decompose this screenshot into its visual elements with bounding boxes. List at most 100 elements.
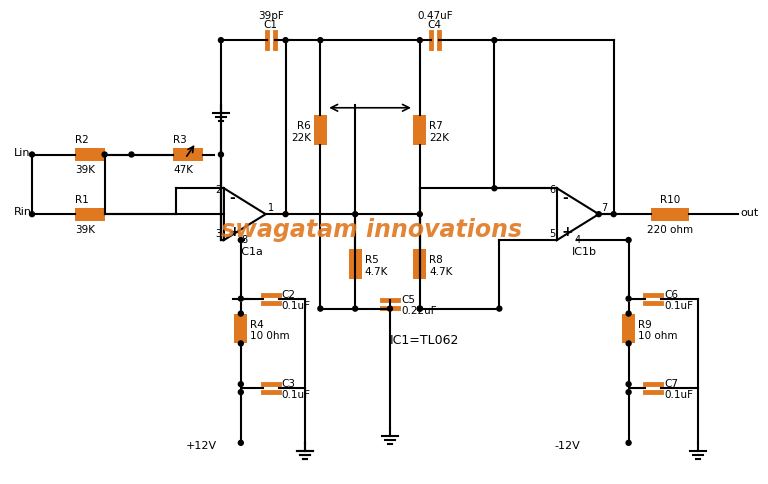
Bar	[349, 249, 362, 279]
Bar	[622, 314, 635, 344]
Text: C6: C6	[664, 289, 678, 299]
Circle shape	[626, 390, 631, 395]
Text: -: -	[562, 191, 568, 205]
Circle shape	[492, 186, 497, 191]
Circle shape	[238, 382, 243, 387]
Text: 1: 1	[268, 203, 274, 213]
Text: 47K: 47K	[174, 165, 194, 175]
Text: R10: R10	[660, 194, 680, 204]
Text: +: +	[562, 225, 574, 239]
Text: 0.1uF: 0.1uF	[282, 389, 310, 399]
Bar	[234, 314, 247, 344]
Circle shape	[626, 297, 631, 302]
Text: Lin: Lin	[14, 147, 31, 157]
Circle shape	[318, 306, 323, 312]
Text: 0.1uF: 0.1uF	[664, 389, 694, 399]
Text: 0.1uF: 0.1uF	[664, 300, 694, 310]
Bar	[74, 149, 104, 162]
Text: 220 ohm: 220 ohm	[647, 224, 694, 234]
Text: IC1a: IC1a	[239, 246, 263, 257]
Circle shape	[283, 212, 288, 217]
Circle shape	[626, 440, 631, 445]
Circle shape	[417, 39, 422, 44]
Circle shape	[626, 382, 631, 387]
Text: R1: R1	[74, 194, 88, 204]
Circle shape	[388, 306, 392, 312]
Text: 4: 4	[575, 235, 581, 244]
Text: 22K: 22K	[429, 132, 449, 142]
Text: -12V: -12V	[554, 440, 580, 450]
Text: 10 0hm: 10 0hm	[250, 331, 290, 341]
Text: R9: R9	[638, 319, 652, 329]
Text: 10 ohm: 10 ohm	[638, 331, 677, 341]
Bar	[314, 116, 327, 145]
Text: R4: R4	[250, 319, 264, 329]
Circle shape	[129, 152, 134, 158]
Circle shape	[29, 212, 35, 217]
Circle shape	[492, 39, 497, 44]
Text: 4.7K: 4.7K	[365, 266, 388, 276]
Circle shape	[417, 306, 422, 312]
Circle shape	[218, 152, 223, 158]
Circle shape	[318, 39, 323, 44]
Circle shape	[417, 306, 422, 312]
Text: C5: C5	[401, 294, 415, 304]
Circle shape	[596, 212, 601, 217]
Circle shape	[626, 341, 631, 346]
Text: 5: 5	[549, 228, 555, 239]
Text: R6: R6	[297, 121, 311, 130]
Circle shape	[626, 238, 631, 243]
Text: out: out	[740, 208, 758, 218]
Text: R5: R5	[365, 255, 379, 264]
Text: IC1=TL062: IC1=TL062	[390, 334, 459, 347]
Text: +: +	[229, 225, 240, 239]
Circle shape	[497, 306, 502, 312]
Text: 0.22uF: 0.22uF	[401, 305, 436, 315]
Text: Rin: Rin	[14, 207, 32, 217]
Circle shape	[611, 212, 616, 217]
Circle shape	[238, 341, 243, 346]
Text: 3: 3	[216, 228, 222, 239]
Text: 4.7K: 4.7K	[429, 266, 452, 276]
Text: 39K: 39K	[74, 165, 94, 175]
Circle shape	[102, 152, 107, 158]
Text: +12V: +12V	[186, 440, 217, 450]
Circle shape	[238, 312, 243, 317]
Text: 0.1uF: 0.1uF	[282, 300, 310, 310]
Text: C4: C4	[428, 20, 442, 30]
Text: 8: 8	[242, 235, 248, 244]
Circle shape	[417, 212, 422, 217]
Text: 39K: 39K	[74, 224, 94, 234]
Text: swagatam innovations: swagatam innovations	[221, 218, 522, 242]
Circle shape	[238, 440, 243, 445]
Text: 2: 2	[216, 185, 222, 195]
Text: 6: 6	[549, 185, 555, 195]
Bar	[74, 208, 104, 221]
Circle shape	[238, 297, 243, 302]
Circle shape	[238, 238, 243, 243]
Bar	[651, 208, 689, 221]
Circle shape	[218, 39, 223, 44]
Text: -: -	[229, 191, 235, 205]
Text: R2: R2	[74, 135, 88, 145]
Text: C2: C2	[282, 289, 296, 299]
Circle shape	[353, 306, 358, 312]
Text: IC1b: IC1b	[572, 246, 597, 257]
Bar	[413, 116, 426, 145]
Text: R8: R8	[429, 255, 443, 264]
Circle shape	[353, 212, 358, 217]
Circle shape	[283, 39, 288, 44]
Bar	[413, 249, 426, 279]
Text: C7: C7	[664, 378, 678, 388]
Text: C3: C3	[282, 378, 296, 388]
Text: R3: R3	[174, 135, 187, 145]
Text: C1: C1	[263, 20, 278, 30]
Circle shape	[29, 152, 35, 158]
Text: 0.47uF: 0.47uF	[417, 11, 452, 21]
Text: R7: R7	[429, 121, 443, 130]
Bar	[174, 149, 203, 162]
Circle shape	[626, 312, 631, 317]
Text: 22K: 22K	[291, 132, 311, 142]
Text: 39pF: 39pF	[258, 11, 283, 21]
Text: 7: 7	[601, 203, 607, 213]
